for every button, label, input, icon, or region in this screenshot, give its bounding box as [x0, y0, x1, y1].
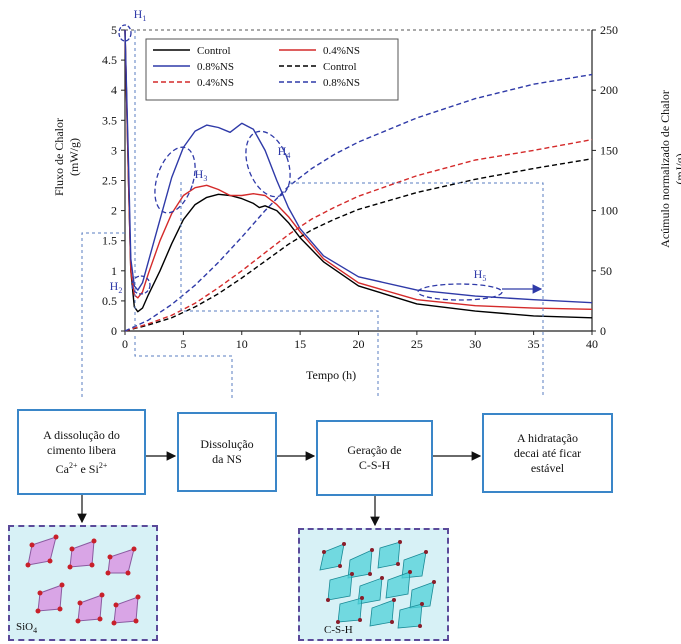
series-line-5-cumulative — [124, 73, 593, 332]
flow-step-2-line1: Dissolução — [200, 437, 254, 451]
flow-step-4-line3: estável — [530, 460, 565, 475]
x-tick-label: 20 — [353, 337, 365, 351]
y-left-tick-label: 0 — [111, 324, 117, 338]
x-tick-label: 10 — [236, 337, 248, 351]
legend-label-0: Control — [197, 45, 231, 57]
y-left-tick-label: 1 — [111, 264, 117, 278]
h1-ellipse — [118, 24, 132, 42]
legend-label-4: 0.4%NS — [197, 77, 234, 89]
y-right-tick-label: 150 — [600, 143, 618, 157]
y-left-tick-label: 2 — [111, 204, 117, 218]
annotation-h1: H1 — [134, 7, 147, 23]
y-axis-left-title: Fluxo de Chalor (mW/g) — [52, 82, 82, 232]
flow-step-3-line2: C-S-H — [358, 458, 391, 472]
flow-step-4-line1: A hidratação — [517, 430, 578, 445]
h3-ellipse — [154, 146, 196, 214]
csh-structure-panel: C-S-H — [298, 528, 449, 641]
flow-step-2-line2: da NS — [212, 452, 242, 466]
flow-step-hydration-decay: A hidratação decai até ficar estável — [482, 413, 613, 493]
annotation-h3: H3 — [195, 167, 208, 183]
annotation-h4: H4 — [278, 144, 291, 160]
flow-step-1-line2: cimento libera — [47, 442, 116, 457]
guide-line-5 — [290, 182, 544, 398]
y-left-title-line2: (mW/g) — [67, 138, 81, 176]
sio4-tetrahedra-image — [25, 534, 141, 626]
y-left-title-line1: Fluxo de Chalor — [52, 118, 66, 196]
y-right-title-line1: Acúmulo normalizado de Chalor — [658, 90, 672, 248]
y-left-tick-label: 2.5 — [102, 174, 117, 188]
h2-ellipse — [131, 275, 151, 295]
flow-step-1-line3: Ca2+ e Si2+ — [43, 458, 120, 477]
x-tick-label: 30 — [469, 337, 481, 351]
y-left-tick-label: 3 — [111, 143, 117, 157]
y-left-tick-label: 0.5 — [102, 294, 117, 308]
annotation-h2: H2 — [110, 279, 123, 295]
y-left-tick-label: 4 — [111, 83, 117, 97]
h4-ellipse — [245, 130, 291, 198]
flow-step-3-line1: Geração de — [347, 443, 402, 457]
sio4-label-main: SiO — [16, 621, 34, 633]
si-charge: 2+ — [98, 460, 108, 470]
flow-step-1-line1: A dissolução do — [43, 427, 120, 442]
legend-label-5: 0.8%NS — [323, 77, 360, 89]
x-tick-label: 25 — [411, 337, 423, 351]
guide-line-2 — [81, 232, 125, 398]
flow-step-cement-dissolution: A dissolução do cimento libera Ca2+ e Si… — [17, 409, 146, 495]
flow-arrows — [77, 451, 482, 527]
ca-charge: 2+ — [68, 460, 78, 470]
flow-step-csh-generation: Geração de C-S-H — [316, 420, 433, 496]
y-left-tick-label: 3.5 — [102, 113, 117, 127]
si-text: e Si — [77, 461, 99, 476]
guide-line-3 — [134, 336, 233, 398]
csh-label: C-S-H — [324, 624, 353, 636]
y-right-tick-label: 200 — [600, 83, 618, 97]
annotations: H1 H2 H3 H4 H5 — [110, 7, 487, 295]
legend-box — [145, 38, 399, 101]
y-right-tick-label: 250 — [600, 23, 618, 37]
legend-label-1: 0.4%NS — [323, 45, 360, 57]
y-axis-right-title: Acúmulo normalizado de Chalor (mJ/g) — [658, 74, 681, 264]
x-tick-label: 5 — [180, 337, 186, 351]
x-tick-label: 15 — [294, 337, 306, 351]
series-line-2-flux — [124, 29, 593, 304]
x-axis-title: Tempo (h) — [306, 368, 357, 382]
y-left-tick-label: 4.5 — [102, 53, 117, 67]
sio4-label: SiO4 — [16, 621, 37, 635]
csh-network-image — [319, 540, 436, 629]
legend-label-3: Control — [323, 61, 357, 73]
flow-step-ns-dissolution: Dissolução da NS — [177, 412, 277, 492]
sio4-structure-panel: SiO4 — [8, 525, 158, 641]
series-line-3-cumulative — [124, 158, 593, 332]
x-tick-label: 0 — [122, 337, 128, 351]
y-right-tick-label: 100 — [600, 204, 618, 218]
axis-ticks: 0 5 10 15 20 25 30 35 4000.511.522.533.544.55050… — [102, 23, 618, 351]
legend: Control 0.4%NS 0.8%NS Control 0.4%NS 0.8%NS — [145, 38, 399, 101]
flow-step-4-line2: decai até ficar — [513, 445, 582, 460]
y-right-title-line2: (mJ/g) — [673, 153, 681, 185]
y-left-tick-label: 1.5 — [102, 234, 117, 248]
guide-lines — [81, 24, 544, 398]
series-line-4-cumulative — [124, 138, 593, 332]
series-line-1-flux — [124, 29, 593, 310]
y-right-tick-label: 50 — [600, 264, 612, 278]
legend-label-2: 0.8%NS — [197, 61, 234, 73]
y-left-tick-label: 5 — [111, 23, 117, 37]
h5-ellipse — [417, 283, 503, 301]
annotation-h5: H5 — [474, 267, 487, 283]
x-tick-label: 35 — [528, 337, 540, 351]
y-right-tick-label: 0 — [600, 324, 606, 338]
series-lines — [124, 29, 593, 332]
sio4-label-sub: 4 — [33, 626, 38, 636]
ca-text: Ca — [55, 461, 69, 476]
x-tick-label: 40 — [586, 337, 598, 351]
